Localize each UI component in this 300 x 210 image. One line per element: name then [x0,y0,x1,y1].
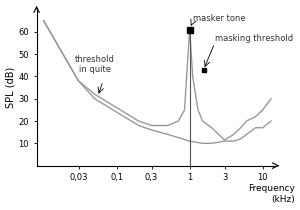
Text: threshold
in quite: threshold in quite [75,55,115,74]
X-axis label: Frequency
(kHz): Frequency (kHz) [248,184,295,204]
Y-axis label: SPL (dB): SPL (dB) [6,67,16,108]
Text: masking threshold: masking threshold [215,34,293,43]
Text: masker tone: masker tone [193,14,246,23]
